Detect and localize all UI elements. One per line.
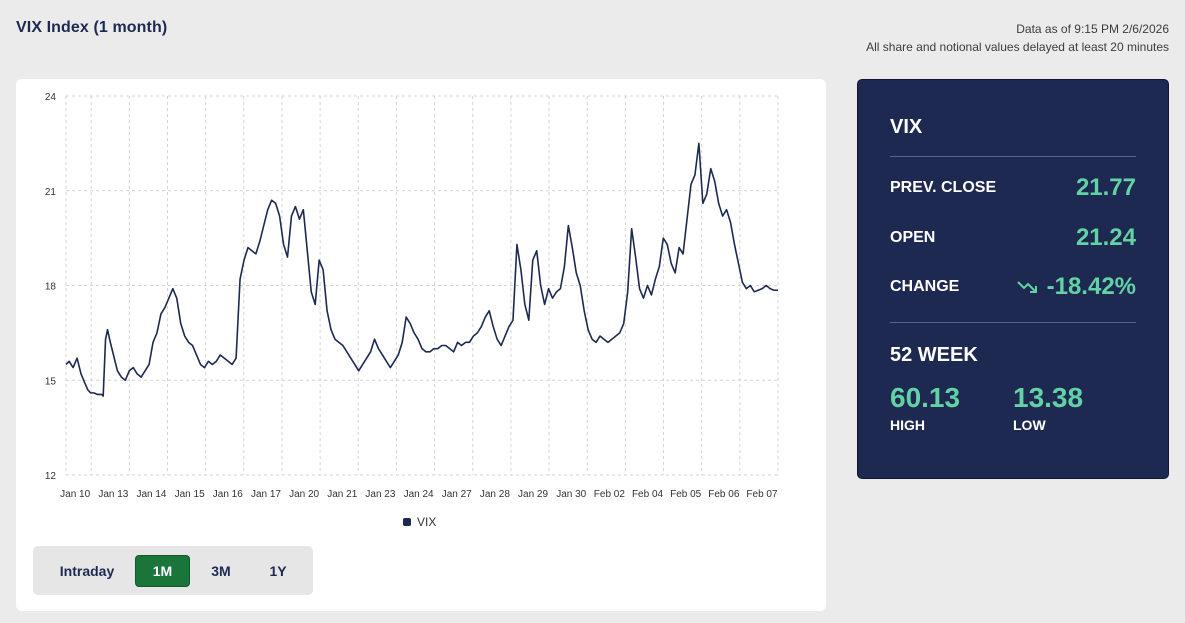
page-title: VIX Index (1 month) xyxy=(16,19,168,36)
legend-label: VIX xyxy=(417,515,437,529)
x-tick-label: Feb 07 xyxy=(746,489,778,500)
divider xyxy=(890,322,1136,323)
change-row: CHANGE -18.42% xyxy=(890,273,1136,301)
x-tick-label: Jan 13 xyxy=(98,489,128,500)
trend-down-icon xyxy=(1016,281,1037,293)
prev-close-label: PREV. CLOSE xyxy=(890,179,997,196)
y-tick-label: 24 xyxy=(45,92,57,103)
range-3m-button[interactable]: 3M xyxy=(190,555,252,587)
vix-line-chart[interactable]: 12 15 18 21 24 Jan 10 Jan 13 Jan 14 Jan 15 Jan 16… xyxy=(16,79,826,509)
legend-swatch xyxy=(403,518,411,526)
divider xyxy=(890,156,1136,157)
change-value-group: -18.42% xyxy=(1016,273,1136,301)
x-tick-label: Jan 10 xyxy=(60,489,90,500)
y-tick-label: 12 xyxy=(45,471,57,482)
change-value: -18.42% xyxy=(1046,273,1136,300)
x-tick-label: Jan 24 xyxy=(404,489,434,500)
y-tick-label: 21 xyxy=(45,187,57,198)
open-row: OPEN 21.24 xyxy=(890,224,1136,252)
data-timestamp-note: Data as of 9:15 PM 2/6/2026 All share an… xyxy=(866,20,1169,56)
x-tick-label: Jan 28 xyxy=(480,489,510,500)
chart-card: 12 15 18 21 24 Jan 10 Jan 13 Jan 14 Jan 15 Jan 16… xyxy=(16,79,826,611)
x-tick-label: Jan 14 xyxy=(136,489,166,500)
range-intraday-button[interactable]: Intraday xyxy=(41,555,133,587)
x-tick-label: Jan 20 xyxy=(289,489,319,500)
data-as-of: Data as of 9:15 PM 2/6/2026 xyxy=(1016,22,1169,36)
week52-high-label: HIGH xyxy=(890,417,925,433)
y-tick-label: 18 xyxy=(45,282,57,293)
week52-low: 13.38 LOW xyxy=(1013,381,1083,433)
x-tick-label: Feb 04 xyxy=(632,489,664,500)
prev-close-row: PREV. CLOSE 21.77 xyxy=(890,174,1136,202)
open-value: 21.24 xyxy=(1075,224,1136,251)
x-tick-label: Feb 02 xyxy=(594,489,626,500)
range-1m-button[interactable]: 1M xyxy=(135,554,190,587)
week52-low-label: LOW xyxy=(1013,417,1046,433)
open-label: OPEN xyxy=(890,229,936,246)
x-tick-label: Jan 15 xyxy=(175,489,205,500)
x-tick-label: Jan 23 xyxy=(365,489,395,500)
range-selector: Intraday 1M 3M 1Y xyxy=(33,546,313,595)
chart-legend[interactable]: VIX xyxy=(403,515,436,529)
prev-close-value: 21.77 xyxy=(1075,174,1136,201)
week52-high: 60.13 HIGH xyxy=(890,381,960,433)
x-tick-label: Feb 05 xyxy=(670,489,702,500)
week52-title: 52 WEEK xyxy=(890,344,978,366)
x-tick-label: Jan 30 xyxy=(556,489,586,500)
change-label: CHANGE xyxy=(890,278,960,295)
delay-note: All share and notional values delayed at… xyxy=(866,40,1169,54)
x-tick-label: Jan 16 xyxy=(213,489,243,500)
y-tick-label: 15 xyxy=(45,376,57,387)
week52-high-value: 60.13 xyxy=(890,382,961,413)
x-tick-label: Jan 29 xyxy=(518,489,548,500)
x-tick-label: Jan 27 xyxy=(442,489,472,500)
stats-card: VIX PREV. CLOSE 21.77 OPEN 21.24 CHANGE … xyxy=(857,79,1169,479)
vix-series-line xyxy=(65,142,778,397)
week52-low-value: 13.38 xyxy=(1013,382,1084,413)
x-tick-label: Jan 21 xyxy=(327,489,357,500)
x-tick-label: Feb 06 xyxy=(708,489,740,500)
symbol-label: VIX xyxy=(890,116,923,138)
range-1y-button[interactable]: 1Y xyxy=(252,555,304,587)
x-tick-label: Jan 17 xyxy=(251,489,281,500)
